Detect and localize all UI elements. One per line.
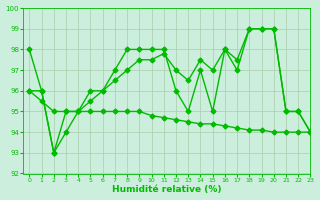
X-axis label: Humidité relative (%): Humidité relative (%) (112, 185, 221, 194)
